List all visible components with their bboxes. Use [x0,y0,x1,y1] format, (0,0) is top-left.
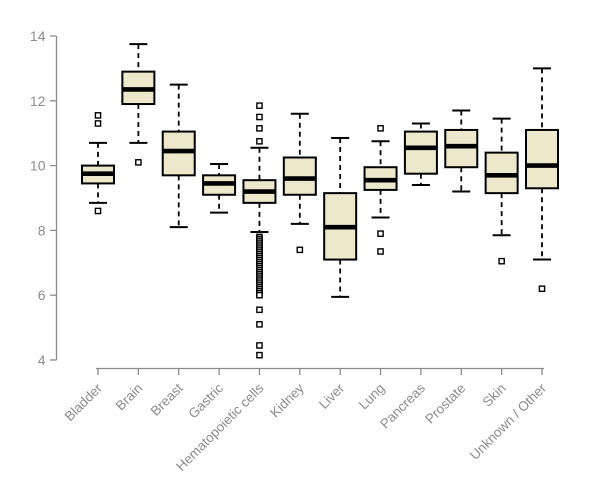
outlier-point [377,230,384,237]
y-tick-label: 6 [38,287,46,303]
box-skin [484,117,519,265]
iqr-box [525,128,559,190]
y-tick-label: 4 [38,352,46,368]
box-prostate [444,109,479,193]
iqr-box [282,156,317,196]
outlier-point [256,342,263,349]
outlier-point [377,248,384,255]
outlier-point [94,112,102,119]
outlier-point [256,321,263,328]
box-gastric [202,162,237,214]
outlier-point [256,291,263,299]
outlier-point [94,207,102,215]
outlier-point [377,125,384,132]
box-pancreas [403,122,438,187]
box-lung [363,125,398,255]
iqr-box [444,128,479,169]
y-tick-label: 8 [38,222,46,238]
box-bladder [81,112,115,215]
outlier-point [135,159,142,166]
box-kidney [282,112,317,254]
box-breast [161,83,196,229]
outlier-point [256,102,263,109]
outlier-point [538,285,546,293]
outlier-point [256,306,263,314]
outlier-point [256,351,263,359]
outlier-point [256,137,263,145]
iqr-box [161,130,196,177]
y-tick-label: 14 [30,28,46,44]
outlier-point [256,113,263,121]
outlier-point [94,120,102,127]
box-liver [323,137,358,298]
y-tick-label: 12 [30,93,46,109]
y-tick-label: 10 [30,158,46,174]
outlier-point [498,257,505,265]
iqr-box [484,151,519,195]
box-hematopoietic-cells [242,102,277,359]
outlier-point [256,125,263,132]
iqr-box [403,130,438,175]
outlier-point [296,246,304,254]
box-brain [121,43,156,166]
box-unknown-other [525,67,559,293]
